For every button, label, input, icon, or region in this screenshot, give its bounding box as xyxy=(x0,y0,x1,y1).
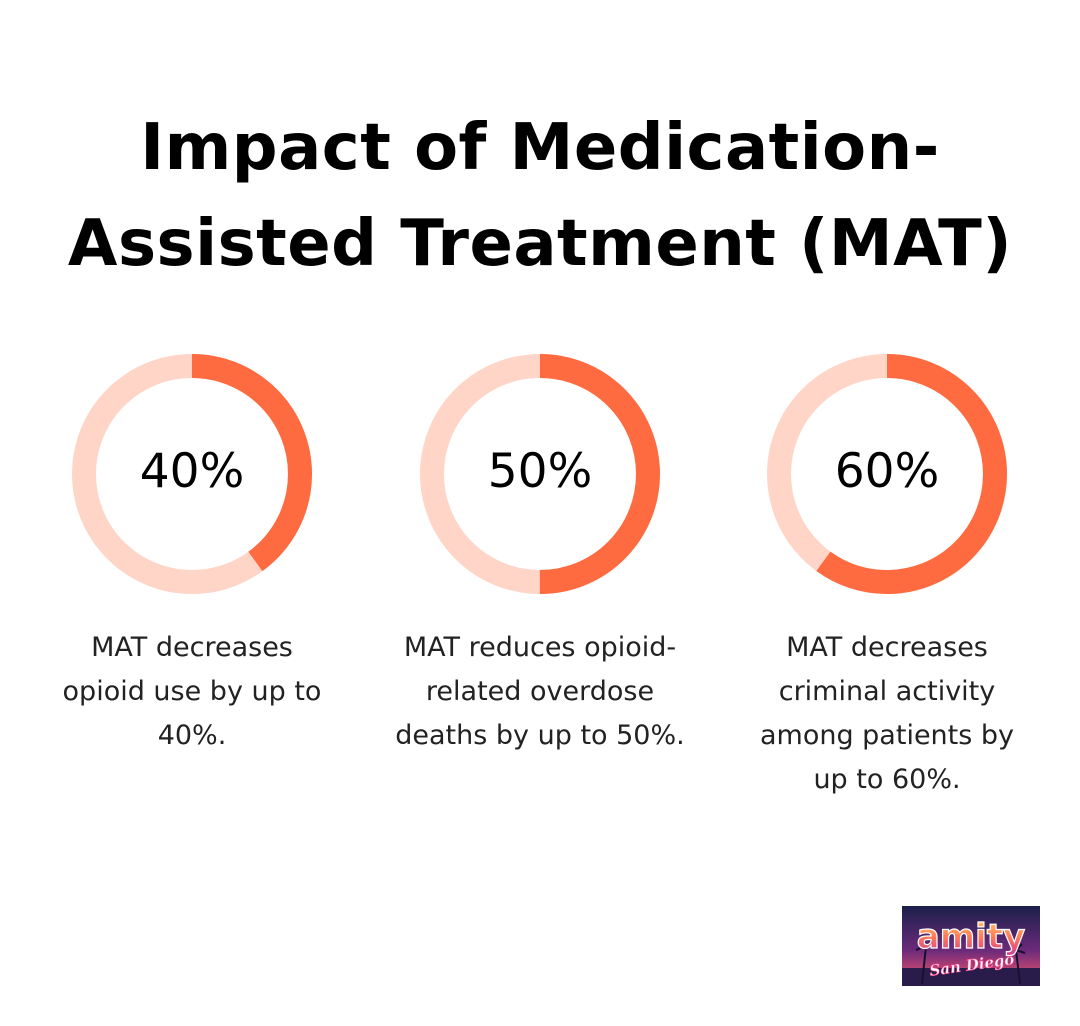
donut-svg-2 xyxy=(420,354,660,594)
title-line-2: Assisted Treatment (MAT) xyxy=(67,207,1013,281)
donut-progress-arc xyxy=(72,354,312,594)
brand-logo: amity San Diego xyxy=(902,906,1040,986)
donut-svg-3 xyxy=(767,354,1007,594)
donut-progress-arc xyxy=(767,354,1007,594)
donut-value-label: 50% xyxy=(487,444,593,499)
donut-chart-3: 60% xyxy=(765,352,1009,596)
donut-chart-2: 50% xyxy=(418,352,662,596)
stat-card-2: 50% MAT reduces opioid-related overdose … xyxy=(390,352,690,758)
palm-tree-icon xyxy=(915,939,1026,985)
donut-value-label: 40% xyxy=(139,444,245,499)
stat-card-3: 60% MAT decreases criminal activity amon… xyxy=(737,352,1037,802)
donut-svg-1 xyxy=(72,354,312,594)
stat-caption: MAT decreases opioid use by up to 40%. xyxy=(62,632,322,751)
stat-card-1: 40% MAT decreases opioid use by up to 40… xyxy=(42,352,342,758)
stat-caption: MAT decreases criminal activity among pa… xyxy=(759,632,1015,795)
logo-wordmark: amity xyxy=(917,917,1025,957)
page-title: Impact of Medication- Assisted Treatment… xyxy=(40,100,1040,292)
donut-progress-arc xyxy=(420,354,660,594)
title-line-1: Impact of Medication- xyxy=(140,111,940,185)
logo-graphic: amity San Diego xyxy=(902,906,1040,986)
stat-caption: MAT reduces opioid-related overdose deat… xyxy=(395,632,685,751)
donut-value-label: 60% xyxy=(834,444,940,499)
donut-chart-1: 40% xyxy=(70,352,314,596)
